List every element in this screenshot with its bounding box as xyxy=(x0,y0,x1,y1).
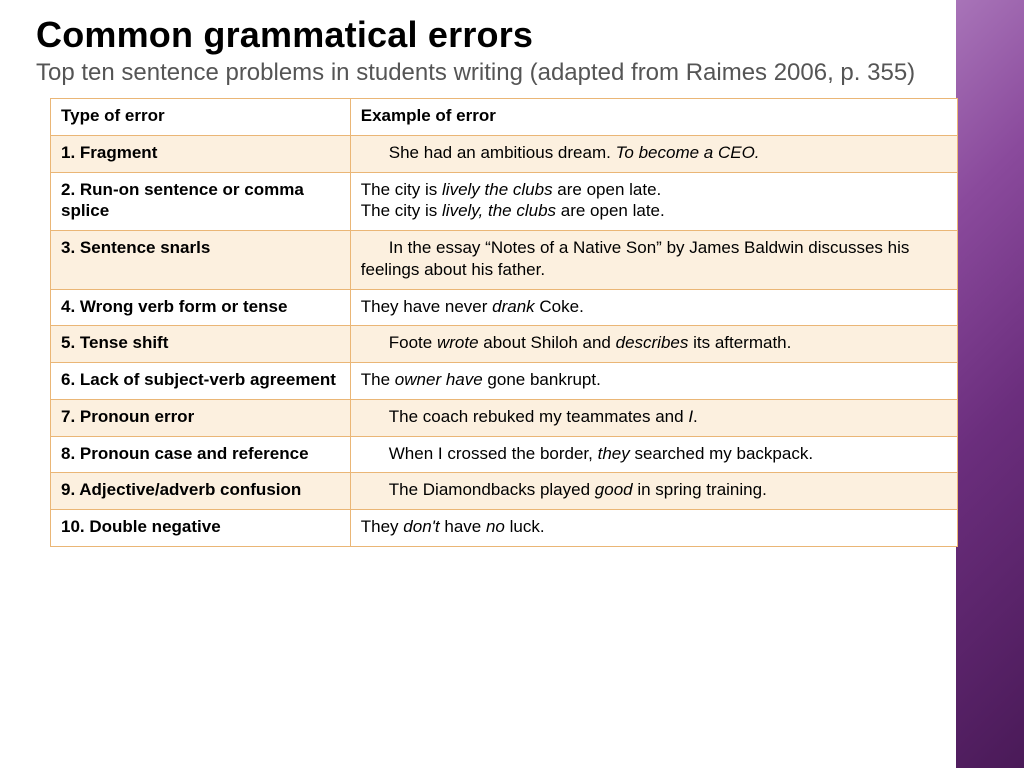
error-type-cell: 10. Double negative xyxy=(51,510,351,547)
table-row: 9. Adjective/adverb confusionThe Diamond… xyxy=(51,473,958,510)
table-header-row: Type of error Example of error xyxy=(51,99,958,136)
error-example-cell: The owner have gone bankrupt. xyxy=(350,363,957,400)
error-example-cell: The coach rebuked my teammates and I. xyxy=(350,399,957,436)
error-type-cell: 7. Pronoun error xyxy=(51,399,351,436)
table-row: 4. Wrong verb form or tenseThey have nev… xyxy=(51,289,958,326)
error-example-cell: They have never drank Coke. xyxy=(350,289,957,326)
page-title: Common grammatical errors xyxy=(36,14,956,56)
error-example-cell: When I crossed the border, they searched… xyxy=(350,436,957,473)
error-type-cell: 8. Pronoun case and reference xyxy=(51,436,351,473)
error-example-cell: The Diamondbacks played good in spring t… xyxy=(350,473,957,510)
col-header-example: Example of error xyxy=(350,99,957,136)
content-area: Common grammatical errors Top ten senten… xyxy=(36,14,956,547)
error-type-cell: 1. Fragment xyxy=(51,135,351,172)
error-type-cell: 5. Tense shift xyxy=(51,326,351,363)
error-example-cell: They don't have no luck. xyxy=(350,510,957,547)
table-row: 10. Double negativeThey don't have no lu… xyxy=(51,510,958,547)
table-row: 2. Run-on sentence or comma spliceThe ci… xyxy=(51,172,958,231)
error-type-cell: 2. Run-on sentence or comma splice xyxy=(51,172,351,231)
page-subtitle: Top ten sentence problems in students wr… xyxy=(36,58,956,88)
error-type-cell: 4. Wrong verb form or tense xyxy=(51,289,351,326)
error-type-cell: 6. Lack of subject-verb agreement xyxy=(51,363,351,400)
table-row: 5. Tense shiftFoote wrote about Shiloh a… xyxy=(51,326,958,363)
error-type-cell: 3. Sentence snarls xyxy=(51,231,351,290)
table-row: 1. FragmentShe had an ambitious dream. T… xyxy=(51,135,958,172)
error-example-cell: The city is lively the clubs are open la… xyxy=(350,172,957,231)
error-example-cell: She had an ambitious dream. To become a … xyxy=(350,135,957,172)
table-row: 8. Pronoun case and referenceWhen I cros… xyxy=(51,436,958,473)
error-example-cell: In the essay “Notes of a Native Son” by … xyxy=(350,231,957,290)
decorative-sidebar xyxy=(956,0,1024,768)
table-row: 3. Sentence snarlsIn the essay “Notes of… xyxy=(51,231,958,290)
slide: Common grammatical errors Top ten senten… xyxy=(0,0,1024,768)
col-header-type: Type of error xyxy=(51,99,351,136)
table-row: 6. Lack of subject-verb agreementThe own… xyxy=(51,363,958,400)
errors-table: Type of error Example of error 1. Fragme… xyxy=(50,98,958,547)
error-example-cell: Foote wrote about Shiloh and describes i… xyxy=(350,326,957,363)
table-row: 7. Pronoun errorThe coach rebuked my tea… xyxy=(51,399,958,436)
error-type-cell: 9. Adjective/adverb confusion xyxy=(51,473,351,510)
